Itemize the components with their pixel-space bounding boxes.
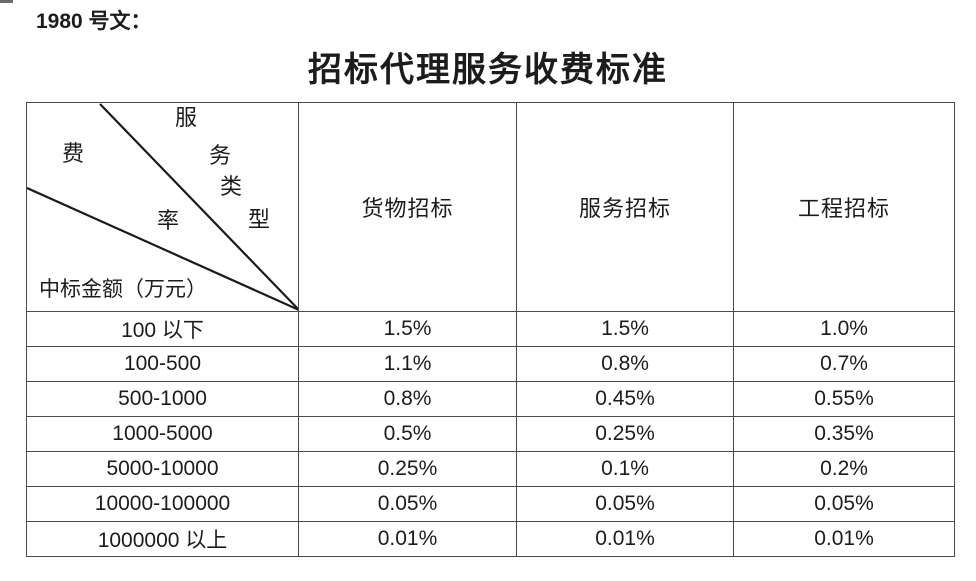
fee-value-cell: 0.25% — [516, 416, 733, 451]
doc-ref: 1980 号文： — [36, 10, 152, 33]
fee-value-cell: 0.01% — [516, 521, 733, 556]
amount-range-cell: 100 以下 — [27, 311, 298, 346]
fee-value-cell: 0.01% — [298, 521, 516, 556]
column-header-services: 服务招标 — [516, 103, 733, 311]
fee-value-cell: 0.05% — [733, 486, 954, 521]
fee-value-cell: 0.05% — [298, 486, 516, 521]
corner-fee-rate-char: 率 — [157, 208, 180, 233]
corner-amount-label: 中标金额（万元） — [39, 277, 207, 301]
fee-value-cell: 0.5% — [298, 416, 516, 451]
fee-value-cell: 1.0% — [733, 311, 954, 346]
fee-value-cell: 0.35% — [733, 416, 954, 451]
fee-table: 服 务 类 型 费 率 中标金额（万元） 货物招标 服务招标 工程招标 100 … — [26, 102, 955, 557]
fee-value-cell: 0.01% — [733, 521, 954, 556]
fee-value-cell: 1.5% — [298, 311, 516, 346]
corner-service-type-char: 务 — [209, 143, 232, 168]
column-header-goods: 货物招标 — [298, 103, 516, 311]
amount-range-cell: 1000-5000 — [27, 416, 298, 451]
fee-value-cell: 0.2% — [733, 451, 954, 486]
fee-value-cell: 0.8% — [298, 381, 516, 416]
fee-value-cell: 0.7% — [733, 346, 954, 381]
column-header-works: 工程招标 — [733, 103, 954, 311]
amount-range-cell: 500-1000 — [27, 381, 298, 416]
scan-artifact — [0, 0, 13, 3]
amount-range-cell: 1000000 以上 — [27, 521, 298, 556]
amount-range-cell: 100-500 — [27, 346, 298, 381]
corner-service-type-char: 类 — [220, 174, 243, 199]
fee-value-cell: 0.8% — [516, 346, 733, 381]
fee-value-cell: 0.25% — [298, 451, 516, 486]
corner-service-type-char: 服 — [175, 105, 198, 130]
diagonal-lines-icon — [27, 103, 298, 311]
fee-value-cell: 0.05% — [516, 486, 733, 521]
fee-value-cell: 1.5% — [516, 311, 733, 346]
corner-fee-rate-char: 费 — [62, 141, 85, 166]
fee-value-cell: 0.1% — [516, 451, 733, 486]
corner-service-type-char: 型 — [248, 207, 271, 232]
fee-value-cell: 1.1% — [298, 346, 516, 381]
fee-value-cell: 0.45% — [516, 381, 733, 416]
page-title: 招标代理服务收费标准 — [308, 52, 668, 89]
amount-range-cell: 5000-10000 — [27, 451, 298, 486]
amount-range-cell: 10000-100000 — [27, 486, 298, 521]
fee-value-cell: 0.55% — [733, 381, 954, 416]
table-corner-cell: 服 务 类 型 费 率 中标金额（万元） — [27, 103, 298, 311]
